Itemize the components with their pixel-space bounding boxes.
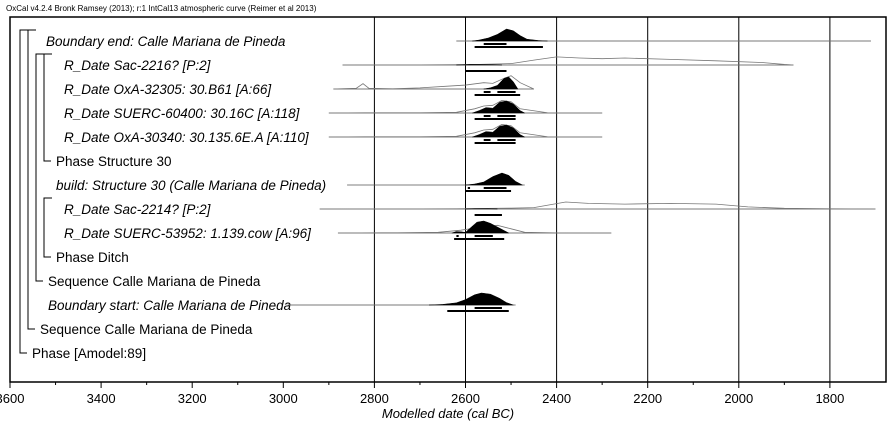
hpd-68-bar	[483, 43, 507, 45]
hpd-68-bar	[483, 115, 491, 117]
gridlines	[373, 17, 831, 382]
model-bracket	[43, 197, 52, 258]
hpd-95-bar	[465, 70, 507, 72]
prior-distribution	[342, 56, 794, 66]
hpd-68-bar	[483, 187, 507, 189]
hpd-68-bar	[474, 235, 493, 237]
x-tick-label: 3400	[87, 391, 116, 406]
prior-distribution	[319, 201, 876, 210]
distribution-rows: Boundary end: Calle Mariana de Pineda R_D…	[32, 28, 876, 361]
row-label: build: Structure 30 (Calle Mariana de Pi…	[56, 178, 326, 193]
hpd-95-bar	[474, 118, 516, 120]
row-date: R_Date SUERC-60400: 30.16C [A:118]	[64, 99, 603, 121]
prior-distribution	[328, 99, 603, 114]
x-tick-label: 1800	[815, 391, 844, 406]
row-label: R_Date OxA-32305: 30.B61 [A:66]	[64, 82, 272, 97]
hpd-68-bar	[483, 91, 491, 93]
posterior-distribution	[483, 76, 519, 90]
row-sequence: Sequence Calle Mariana de Pineda	[40, 322, 253, 337]
hpd-68-bar	[483, 139, 491, 141]
row-label: R_Date SUERC-60400: 30.16C [A:118]	[64, 106, 301, 121]
row-label: R_Date Sac-2216? [P:2]	[64, 58, 212, 73]
row-label: Sequence Calle Mariana de Pineda	[48, 274, 261, 289]
model-bracket	[27, 29, 36, 330]
row-sequence: Sequence Calle Mariana de Pineda	[48, 274, 261, 289]
row-phase: Phase Structure 30	[56, 154, 172, 169]
row-boundary: Boundary end: Calle Mariana de Pineda	[46, 28, 871, 49]
row-phase: Phase Ditch	[56, 250, 129, 265]
hpd-68-bar	[497, 91, 516, 93]
hpd-95-bar	[474, 94, 521, 96]
row-date: R_Date SUERC-53952: 1.139.cow [A:96]	[64, 220, 612, 241]
x-tick-label: 3000	[269, 391, 298, 406]
row-date: R_Date Sac-2216? [P:2]	[64, 56, 794, 73]
hpd-68-bar	[456, 235, 459, 237]
chart-header: OxCal v4.2.4 Bronk Ramsey (2013); r:1 In…	[6, 4, 317, 13]
posterior-distribution	[465, 172, 523, 186]
row-label: Phase [Amodel:89]	[32, 346, 146, 361]
row-label: R_Date SUERC-53952: 1.139.cow [A:96]	[64, 226, 312, 241]
x-axis: 3600 3400 3200 3000 2800 2600 2400 2200 2000 1800	[0, 382, 844, 406]
row-phase: Phase [Amodel:89]	[32, 346, 146, 361]
row-label: Phase Structure 30	[56, 154, 172, 169]
model-bracket	[19, 29, 28, 354]
hpd-95-bar	[454, 238, 505, 240]
row-boundary: Boundary start: Calle Mariana de Pineda	[48, 292, 516, 313]
hpd-95-bar	[465, 190, 512, 192]
posterior-distribution	[429, 292, 514, 306]
prior-distribution	[328, 123, 603, 138]
x-tick-label: 2000	[724, 391, 753, 406]
x-tick-label: 3600	[0, 391, 24, 406]
row-label: Sequence Calle Mariana de Pineda	[40, 322, 253, 337]
posterior-distribution	[451, 220, 509, 234]
x-tick-label: 2600	[451, 391, 480, 406]
posterior-distribution	[456, 64, 502, 66]
row-label: Boundary start: Calle Mariana de Pineda	[48, 298, 292, 313]
x-tick-label: 3200	[178, 391, 207, 406]
row-date: R_Date OxA-32305: 30.B61 [A:66]	[64, 75, 534, 97]
row-label: R_Date OxA-30340: 30.135.6E.A [A:110]	[64, 130, 310, 145]
model-bracket	[43, 53, 52, 162]
row-date: R_Date Sac-2214? [P:2]	[64, 201, 876, 217]
row-interval: build: Structure 30 (Calle Mariana de Pi…	[56, 172, 525, 193]
hpd-68-bar	[497, 139, 516, 141]
hpd-95-bar	[474, 214, 502, 216]
plot-frame	[9, 16, 887, 383]
posterior-distribution	[472, 28, 548, 42]
posterior-distribution	[472, 124, 525, 138]
structure-brackets	[19, 29, 52, 354]
row-label: Phase Ditch	[56, 250, 129, 265]
hpd-95-bar	[447, 310, 509, 312]
posterior-distribution	[472, 100, 525, 114]
x-tick-label: 2200	[633, 391, 662, 406]
model-bracket	[35, 53, 44, 282]
row-label: R_Date Sac-2214? [P:2]	[64, 202, 212, 217]
row-label: Boundary end: Calle Mariana de Pineda	[46, 34, 286, 49]
hpd-68-bar	[497, 115, 516, 117]
row-date: R_Date OxA-30340: 30.135.6E.A [A:110]	[64, 123, 603, 145]
x-axis-title: Modelled date (cal BC)	[382, 406, 514, 421]
hpd-68-bar	[467, 187, 471, 189]
prior-distribution	[333, 75, 534, 90]
x-tick-label: 2400	[542, 391, 571, 406]
hpd-68-bar	[474, 307, 502, 309]
hpd-95-bar	[474, 142, 516, 144]
x-tick-label: 2800	[360, 391, 389, 406]
hpd-95-bar	[474, 46, 543, 48]
